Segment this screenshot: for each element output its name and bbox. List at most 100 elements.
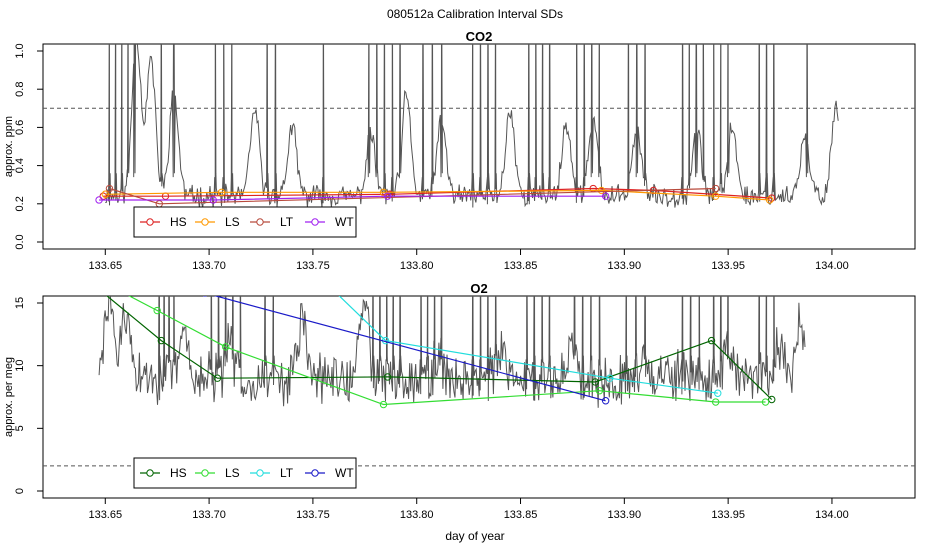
y-axis-label: approx. ppm (3, 116, 15, 177)
data-point-ls (711, 398, 720, 406)
x-tick-label: 133.75 (296, 509, 330, 521)
data-point-wt (95, 196, 103, 204)
data-point-hs (213, 374, 222, 382)
data-point-ls (595, 387, 604, 395)
series-wt (95, 192, 610, 204)
legend-entry-ls: LS (195, 466, 240, 480)
legend-label: HS (170, 215, 187, 229)
legend-entry-lt: LT (250, 215, 294, 229)
x-tick-label: 134.00 (815, 260, 849, 272)
data-point-ls (153, 306, 161, 315)
data-point-ls (217, 188, 226, 197)
series-hs (90, 281, 776, 404)
data-point-hs (157, 336, 166, 345)
data-point-ls (711, 192, 720, 200)
series-line-lt (109, 187, 716, 205)
series-line-wt (213, 296, 606, 402)
data-point-wt (209, 196, 217, 204)
sd-trace-line (98, 296, 806, 408)
series-ls (101, 186, 774, 204)
x-tick-label: 133.80 (400, 260, 434, 272)
legend: HS LS LT WT (133, 457, 357, 489)
legend-swatch-point (256, 218, 264, 226)
x-tick-label: 133.70 (192, 509, 226, 521)
series-line-lt (338, 296, 718, 394)
x-tick-label: 133.65 (88, 509, 122, 521)
data-point-hs (591, 378, 599, 386)
legend-swatch-point (146, 469, 154, 477)
co2-panel: CO2 approx. ppm 0.0 0.2 0.4 0.6 0.8 1.0 133.65 13… (3, 29, 916, 272)
series-line-ls (105, 189, 770, 201)
legend-label: LT (280, 466, 294, 480)
panel-title: O2 (470, 281, 487, 296)
data-point-ls (379, 188, 388, 197)
y-tick-label: 0.4 (14, 158, 26, 173)
series-lt (330, 287, 722, 397)
sd-trace-line (105, 44, 839, 209)
legend-swatch-point (201, 218, 209, 226)
legend-swatch-point (311, 469, 319, 477)
legend-entry-ls: LS (195, 215, 240, 229)
x-tick-label: 133.80 (400, 509, 434, 521)
data-point-wt (601, 397, 610, 405)
x-tick-label: 133.90 (608, 509, 642, 521)
data-point-hs (768, 395, 776, 404)
y-tick-label: 0.2 (14, 196, 26, 211)
series-ls (92, 275, 770, 409)
legend-label: WT (335, 215, 354, 229)
data-point-ls (597, 186, 606, 195)
legend-label: HS (170, 466, 187, 480)
legend: HS LS LT WT (133, 206, 357, 238)
y-tick-label: 0 (14, 488, 26, 494)
legend-swatch-point (146, 218, 154, 226)
legend-entry-lt: LT (250, 466, 294, 480)
data-point-ls (101, 190, 109, 198)
data-point-ls (761, 398, 770, 406)
legend-swatch-point (256, 469, 264, 477)
legend-swatch-point (311, 218, 319, 226)
series-line-wt (99, 195, 606, 201)
y-tick-label: 1.0 (14, 43, 26, 58)
data-point-wt (202, 296, 208, 297)
legend-label: LT (280, 215, 294, 229)
y-tick-label: 10 (14, 360, 26, 372)
legend-entry-hs: HS (140, 466, 187, 480)
data-point-ls (765, 196, 774, 204)
x-tick-label: 133.85 (504, 260, 538, 272)
data-point-lt (330, 287, 336, 293)
data-point-ls (379, 400, 388, 409)
plot-frame (42, 295, 916, 499)
series-line-hs (106, 296, 773, 400)
data-point-hs (768, 194, 776, 202)
data-point-hs (99, 192, 107, 200)
legend-entry-hs: HS (140, 215, 187, 229)
data-point-hs (383, 373, 392, 381)
x-tick-label: 133.90 (608, 260, 642, 272)
figure-title: 080512a Calibration Interval SDs (387, 7, 563, 21)
panel-title: CO2 (466, 29, 493, 44)
x-tick-label: 133.95 (711, 509, 745, 521)
series-line-ls (128, 296, 766, 406)
data-point-hs (90, 281, 96, 287)
y-tick-label: 0.8 (14, 82, 26, 97)
legend-label: LS (225, 466, 240, 480)
series-wt (202, 296, 610, 405)
data-point-wt (601, 192, 610, 200)
legend-swatch-point (201, 469, 209, 477)
legend-label: LS (225, 215, 240, 229)
legend-entry-wt: WT (305, 466, 354, 480)
data-point-ls (222, 343, 230, 351)
y-tick-label: 0.0 (14, 234, 26, 249)
plot-frame (42, 43, 916, 250)
x-tick-label: 133.65 (88, 260, 122, 272)
x-tick-label: 133.75 (296, 260, 330, 272)
data-point-lt (606, 374, 614, 382)
data-point-ls (92, 275, 98, 281)
y-tick-label: 0.6 (14, 120, 26, 135)
x-tick-label: 133.85 (504, 509, 538, 521)
y-axis-label: approx. per meg (3, 357, 15, 437)
legend-entry-wt: WT (305, 215, 354, 229)
o2-panel: O2 approx. per meg 0 5 10 15 133.65 133.70 133.7… (3, 275, 916, 521)
